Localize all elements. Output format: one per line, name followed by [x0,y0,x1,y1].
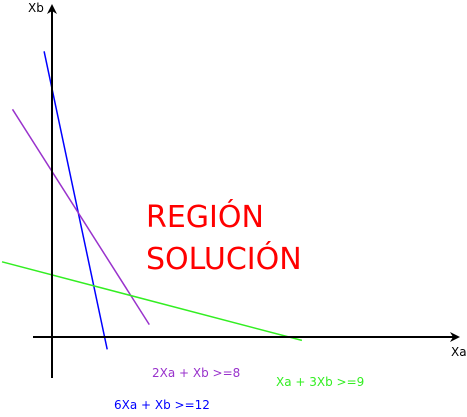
region-label-line-1: REGIÓN [146,198,264,235]
series-label-2: 2Xa + Xb >=8 [152,366,240,380]
series-label-1: 6Xa + Xb >=12 [114,398,210,412]
region-label-line-2: SOLUCIÓN [146,240,302,277]
x-axis-label: Xa [451,345,467,359]
axes [33,6,458,378]
constraint-line-2 [13,109,150,324]
y-axis-label: Xb [28,1,44,15]
series-label-3: Xa + 3Xb >=9 [276,375,364,389]
constraint-line-1 [44,51,107,349]
line-labels: 6Xa + Xb >=12 2Xa + Xb >=8 Xa + 3Xb >=9 [114,366,364,412]
